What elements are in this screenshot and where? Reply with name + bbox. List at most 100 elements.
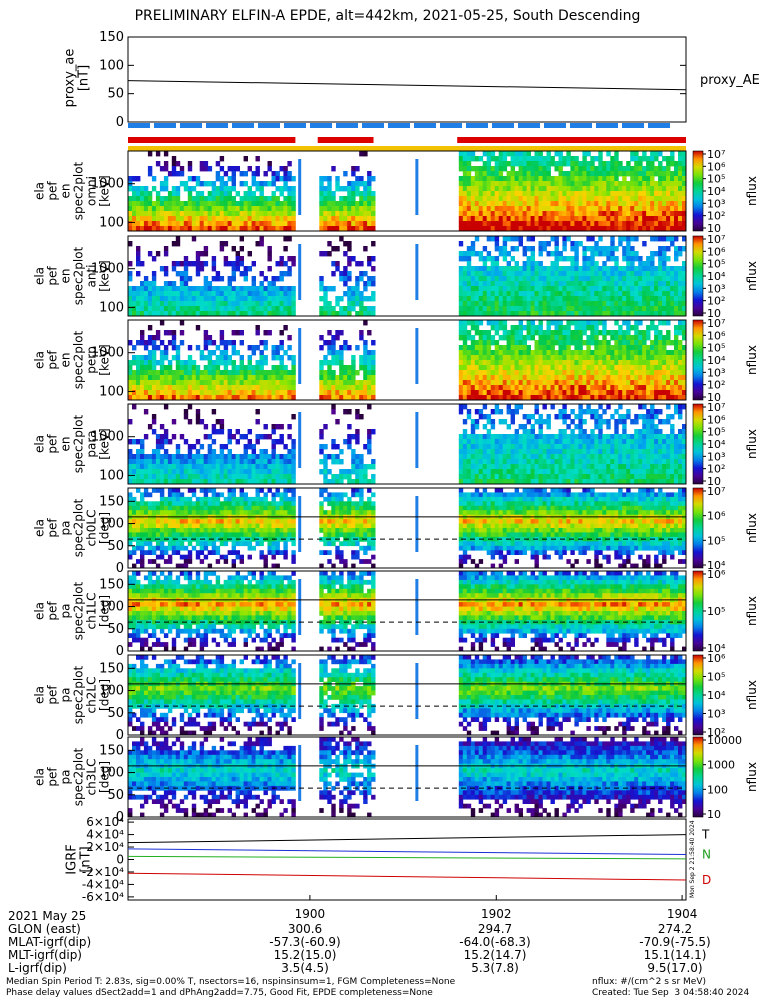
spectrogram-cell xyxy=(195,201,201,207)
spectrogram-cell xyxy=(263,345,268,351)
status-bar-blue-dash xyxy=(440,123,462,128)
spectrogram-cell xyxy=(682,276,687,282)
spectrogram-cell xyxy=(658,276,663,282)
spectrogram-cell xyxy=(594,395,599,401)
spectrogram-cell xyxy=(486,355,492,361)
spectrogram-cell xyxy=(506,306,511,312)
spectrogram-cell xyxy=(136,469,141,475)
spectrogram-cell xyxy=(359,360,364,366)
spectrogram-cell xyxy=(462,335,468,341)
spectrogram-cell xyxy=(494,266,500,272)
spectrogram-cell xyxy=(235,365,240,371)
spectrogram-cell xyxy=(642,296,647,302)
spectrogram-cell xyxy=(646,166,651,172)
spectrogram-cell xyxy=(239,365,244,371)
spectrogram-cell xyxy=(466,221,472,227)
spectrogram-cell xyxy=(458,464,464,470)
spectrogram-cell xyxy=(247,375,252,381)
spectrogram-cell xyxy=(235,469,240,475)
spectrogram-cell xyxy=(283,216,288,222)
spectrogram-cell xyxy=(251,196,256,202)
spectrogram-cell xyxy=(474,355,480,361)
spectrogram-cell xyxy=(251,365,256,371)
spectrogram-cell xyxy=(323,360,328,366)
spectrogram-cell xyxy=(510,306,515,312)
spectrogram-cell xyxy=(239,375,244,381)
spectrogram-cell xyxy=(650,370,655,376)
spectrogram-cell xyxy=(486,439,492,445)
spectrogram-cell xyxy=(331,261,336,267)
spectrogram-cell xyxy=(263,286,268,292)
spectrogram-cell xyxy=(203,161,209,167)
spectrogram-cell xyxy=(267,459,272,465)
spectrogram-cell xyxy=(470,211,476,217)
spectrogram-cell xyxy=(223,380,229,386)
spectrogram-cell xyxy=(247,395,252,401)
spectrogram-cell xyxy=(542,221,547,227)
spectrogram-cell xyxy=(239,390,244,396)
spectrogram-cell xyxy=(271,176,276,182)
spectrogram-cell xyxy=(327,286,332,292)
spectrogram-cell xyxy=(646,266,651,272)
spectrogram-cell xyxy=(590,380,595,386)
spectrogram-ylabel-line: pef xyxy=(46,266,60,286)
spectrogram-cell xyxy=(279,330,284,336)
spectrogram-cell xyxy=(207,221,213,227)
spectrogram-cell xyxy=(610,276,615,282)
spectrogram-cell xyxy=(518,395,523,401)
spectrogram-cell xyxy=(526,261,531,267)
spectrogram-cell xyxy=(586,395,591,401)
spectrogram-cell xyxy=(578,186,583,192)
spectrogram-cell xyxy=(506,196,511,202)
spectrogram-cell xyxy=(510,370,515,376)
spectrogram-cell xyxy=(570,246,575,252)
spectrogram-cell xyxy=(506,211,511,217)
spectrogram-cell xyxy=(151,311,157,317)
spectrogram-cell xyxy=(235,251,240,257)
spectrogram-cell xyxy=(458,385,464,391)
spectrogram-cell xyxy=(175,241,181,247)
spectrogram-cell xyxy=(231,171,236,177)
spectrogram-cell xyxy=(614,335,619,341)
spectrogram-cell xyxy=(143,370,149,376)
spectrogram-cell xyxy=(482,216,488,222)
spectrogram-cell xyxy=(155,474,161,480)
spectrogram-cell xyxy=(506,286,511,292)
spectrogram-cell xyxy=(542,449,547,455)
spectrogram-cell xyxy=(622,395,627,401)
spectrogram-cell xyxy=(602,186,607,192)
colorbar-tick-label: 10 xyxy=(707,307,721,320)
spectrogram-cell xyxy=(187,261,193,267)
spectrogram-cell xyxy=(279,345,284,351)
spectrogram-cell xyxy=(494,281,500,287)
spectrogram-cell xyxy=(678,246,683,252)
spectrogram-cell xyxy=(187,276,193,282)
spectrogram-cell xyxy=(319,429,324,435)
spectrogram-cell xyxy=(506,434,511,440)
spectrogram-cell xyxy=(502,360,508,366)
spectrogram-cell xyxy=(506,424,511,430)
spectrogram-cell xyxy=(171,301,177,307)
spectrogram-cell xyxy=(534,474,539,480)
spectrogram-cell xyxy=(347,246,352,252)
spectrogram-cell xyxy=(562,350,567,356)
spectrogram-cell xyxy=(458,355,464,361)
spectrogram-cell xyxy=(140,286,145,292)
spectrogram-cell xyxy=(466,226,472,232)
spectrogram-cell xyxy=(530,161,535,167)
spectrogram-cell xyxy=(666,286,671,292)
spectrogram-cell xyxy=(678,266,683,272)
spectrogram-cell xyxy=(474,291,480,297)
spectrogram-cell xyxy=(183,459,189,465)
spectrogram-cell xyxy=(187,449,193,455)
spectrogram-cell xyxy=(650,286,655,292)
spectrogram-cell xyxy=(347,196,352,202)
spectrogram-cell xyxy=(203,464,209,470)
spectrogram-cell xyxy=(482,186,488,192)
spectrogram-cell xyxy=(291,196,296,202)
spectrogram-cell xyxy=(128,395,133,401)
spectrogram-cell xyxy=(331,201,336,207)
spectrogram-cell xyxy=(502,311,508,317)
spectrogram-cell xyxy=(666,320,671,326)
spectrogram-cell xyxy=(223,306,229,312)
